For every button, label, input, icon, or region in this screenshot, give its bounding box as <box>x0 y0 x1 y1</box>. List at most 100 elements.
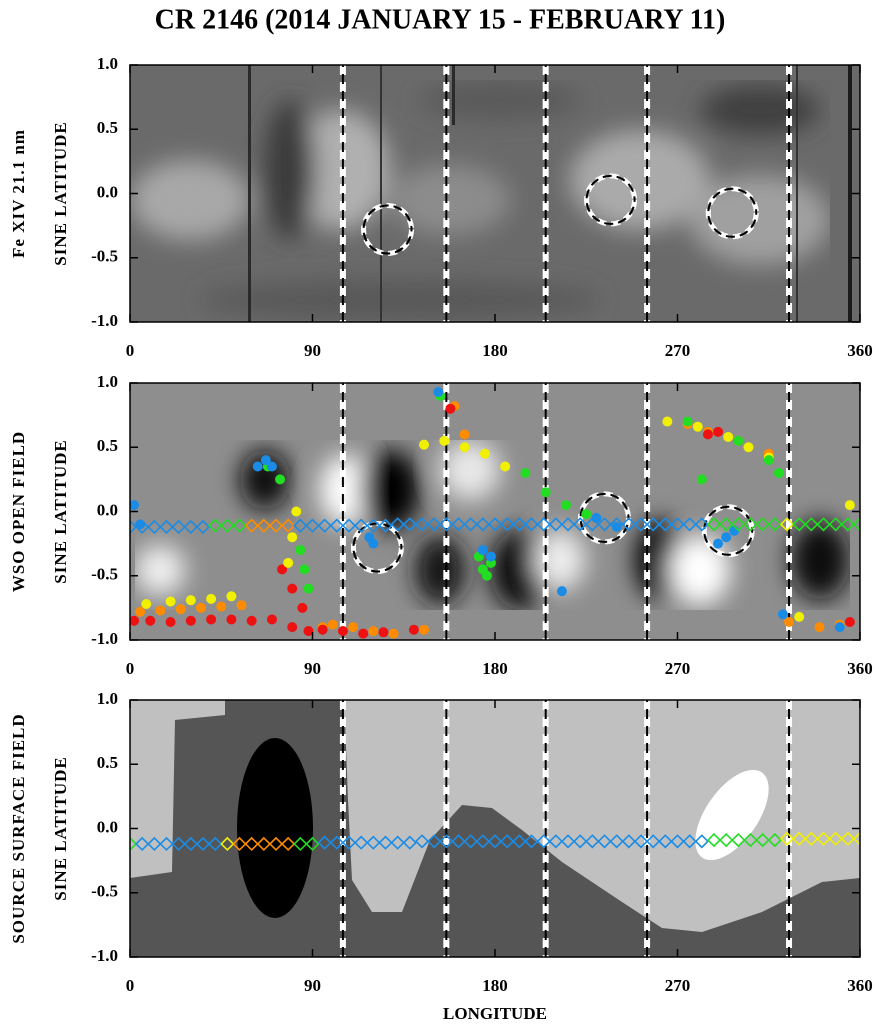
y-tick-label: 0.5 <box>97 753 118 772</box>
open-field-point <box>166 596 176 606</box>
y-axis-title: SINE LATITUDE <box>51 439 70 583</box>
open-field-point <box>541 487 551 497</box>
open-field-point <box>460 442 470 452</box>
open-field-point <box>460 429 470 439</box>
open-field-point <box>275 474 285 484</box>
open-field-point <box>713 427 723 437</box>
open-field-point <box>186 595 196 605</box>
open-field-point <box>226 614 236 624</box>
y-tick-label: 0.5 <box>97 436 118 455</box>
y-tick-label: -0.5 <box>91 565 118 584</box>
open-field-point <box>287 584 297 594</box>
open-field-point <box>389 629 399 639</box>
x-tick-label: 270 <box>665 976 691 995</box>
open-field-point <box>368 539 378 549</box>
open-field-point <box>186 616 196 626</box>
open-field-point <box>835 622 845 632</box>
open-field-point <box>500 462 510 472</box>
open-field-point <box>176 604 186 614</box>
open-field-point <box>253 462 263 472</box>
x-axis-title: LONGITUDE <box>443 1004 547 1023</box>
open-field-point <box>237 600 247 610</box>
open-field-point <box>216 602 226 612</box>
y-tick-label: 0.0 <box>97 817 118 836</box>
x-tick-label: 360 <box>847 341 873 360</box>
x-tick-label: 90 <box>304 659 321 678</box>
open-field-point <box>206 614 216 624</box>
open-field-point <box>814 622 824 632</box>
open-field-point <box>683 417 693 427</box>
y-tick-label: 0.5 <box>97 118 118 137</box>
y-tick-label: -1.0 <box>91 311 118 330</box>
figure: CR 2146 (2014 JANUARY 15 - FEBRUARY 11) … <box>0 0 879 1030</box>
open-field-point <box>348 622 358 632</box>
open-field-point <box>433 387 443 397</box>
open-field-point <box>445 404 455 414</box>
open-field-point <box>409 625 419 635</box>
x-tick-label: 360 <box>847 659 873 678</box>
open-field-point <box>764 455 774 465</box>
y-tick-label: -0.5 <box>91 882 118 901</box>
y-tick-label: -0.5 <box>91 247 118 266</box>
open-field-point <box>693 422 703 432</box>
open-field-point <box>267 614 277 624</box>
open-field-point <box>303 584 313 594</box>
open-field-point <box>486 551 496 561</box>
x-tick-label: 270 <box>665 659 691 678</box>
x-tick-label: 0 <box>126 976 135 995</box>
open-field-point <box>743 442 753 452</box>
open-field-point <box>774 468 784 478</box>
open-field-point <box>520 468 530 478</box>
y-tick-label: -1.0 <box>91 629 118 648</box>
x-tick-label: 360 <box>847 976 873 995</box>
y-tick-label: 0.0 <box>97 182 118 201</box>
open-field-point <box>291 507 301 517</box>
open-field-point <box>166 617 176 627</box>
y-axis-title: SINE LATITUDE <box>51 756 70 900</box>
open-field-point <box>662 417 672 427</box>
x-tick-label: 90 <box>304 976 321 995</box>
open-field-point <box>338 626 348 636</box>
x-tick-label: 0 <box>126 341 135 360</box>
open-field-point <box>697 474 707 484</box>
x-tick-label: 0 <box>126 659 135 678</box>
x-tick-label: 180 <box>482 341 508 360</box>
open-field-point <box>581 509 591 519</box>
open-field-point <box>557 586 567 596</box>
open-field-point <box>287 622 297 632</box>
y-axis-title: Fe XIV 21.1 nm <box>9 129 28 258</box>
open-field-point <box>287 532 297 542</box>
open-field-point <box>482 571 492 581</box>
y-tick-label: -1.0 <box>91 946 118 965</box>
y-tick-label: 1.0 <box>97 372 118 391</box>
open-field-point <box>141 599 151 609</box>
open-field-point <box>267 462 277 472</box>
open-field-point <box>145 616 155 626</box>
open-field-point <box>358 629 368 639</box>
open-field-point <box>295 545 305 555</box>
open-field-point <box>196 603 206 613</box>
open-field-point <box>328 620 338 630</box>
chart-title: CR 2146 (2014 JANUARY 15 - FEBRUARY 11) <box>155 4 726 35</box>
x-tick-label: 270 <box>665 341 691 360</box>
open-field-point <box>299 564 309 574</box>
open-field-point <box>845 500 855 510</box>
open-field-point <box>283 558 293 568</box>
y-tick-label: 0.0 <box>97 500 118 519</box>
y-axis-title: SINE LATITUDE <box>51 121 70 265</box>
open-field-point <box>561 500 571 510</box>
open-field-point <box>419 440 429 450</box>
open-field-point <box>478 545 488 555</box>
open-field-point <box>419 625 429 635</box>
y-tick-label: 1.0 <box>97 54 118 73</box>
polarity-map <box>130 700 860 957</box>
y-axis-title: WSO OPEN FIELD <box>9 431 28 592</box>
open-field-point <box>721 532 731 542</box>
open-field-point <box>794 612 804 622</box>
open-field-point <box>845 617 855 627</box>
x-tick-label: 180 <box>482 659 508 678</box>
open-field-point <box>713 539 723 549</box>
open-field-point <box>155 605 165 615</box>
x-tick-label: 180 <box>482 976 508 995</box>
euv-map <box>130 65 860 322</box>
